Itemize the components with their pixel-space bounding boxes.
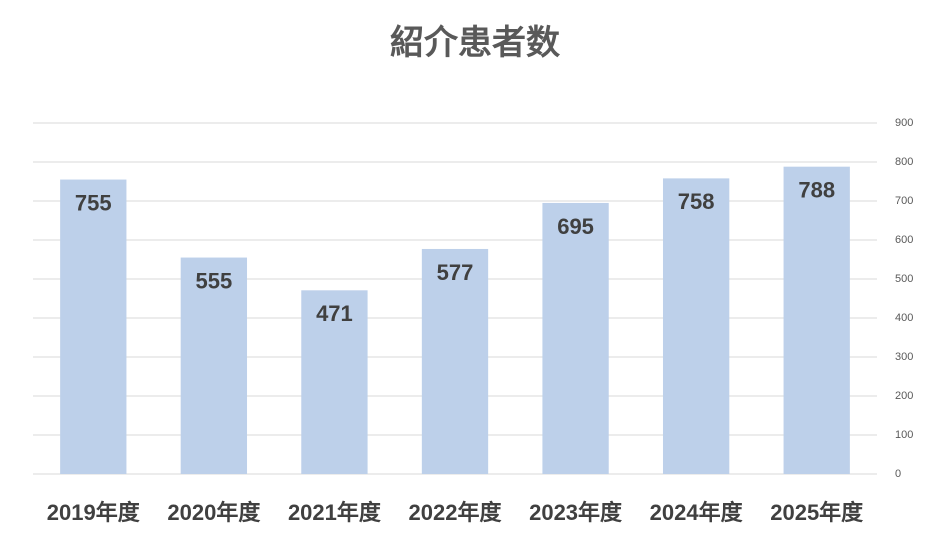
bar [180,257,248,474]
bar [662,178,730,474]
y-tick-label: 900 [895,117,913,129]
x-tick-label: 2023年度 [529,500,623,525]
data-label: 758 [678,189,715,214]
y-tick-label: 600 [895,234,913,246]
x-tick-label: 2025年度 [770,500,864,525]
bar [301,290,368,474]
y-tick-label: 800 [895,156,913,168]
bar [60,179,127,475]
data-label: 577 [437,260,474,285]
data-label: 471 [316,301,353,326]
x-tick-label: 2020年度 [167,500,261,525]
data-label: 788 [798,177,835,202]
data-label: 755 [75,190,112,215]
x-tick-label: 2022年度 [409,500,503,525]
data-label: 695 [557,214,594,239]
x-tick-label: 2021年度 [288,500,382,525]
y-tick-label: 0 [895,468,901,480]
bar [421,248,489,474]
data-label: 555 [195,268,232,293]
bar [783,166,850,474]
y-tick-label: 200 [895,390,913,402]
y-tick-label: 100 [895,429,913,441]
y-tick-label: 400 [895,312,913,324]
chart-title: 紹介患者数 [390,24,560,62]
y-tick-label: 500 [895,273,913,285]
x-tick-label: 2024年度 [650,500,744,525]
y-tick-label: 300 [895,351,913,363]
y-tick-label: 700 [895,195,913,207]
x-tick-label: 2019年度 [47,500,141,525]
bar [542,202,609,474]
